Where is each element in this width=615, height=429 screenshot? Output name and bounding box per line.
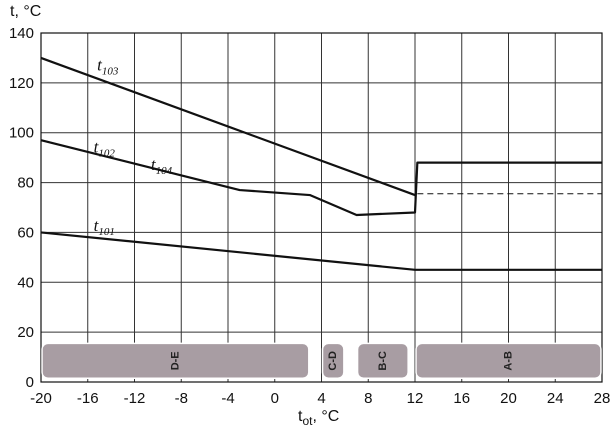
zone-label: B-C [377, 351, 389, 371]
plot-frame [40, 32, 603, 383]
series-label-t101: t101 [94, 216, 115, 238]
grid [40, 32, 603, 383]
x-tick-label: 0 [271, 390, 279, 407]
series-label-t102: t102 [94, 138, 116, 160]
x-tick-label: -16 [77, 390, 99, 407]
x-tick-label: -20 [30, 390, 52, 407]
zone-band [41, 342, 310, 380]
y-axis-title: t, °C [10, 3, 41, 20]
y-tick-label: 120 [9, 75, 34, 92]
x-tick-label: 4 [317, 390, 325, 407]
zone-label: D-E [169, 351, 181, 370]
y-tick-label: 20 [17, 324, 34, 341]
x-tick-label: 24 [547, 390, 564, 407]
zone-label: A-B [502, 351, 514, 371]
series-line-t103 [40, 56, 416, 197]
y-tick-label: 0 [26, 374, 34, 391]
x-tick-label: -8 [175, 390, 188, 407]
tick-labels: -20 -16 -12 -8 -4 0 4 8 12 16 20 24 28 0 20 40 60 80 100 12… [9, 25, 610, 407]
zones: D-E C-D B-C A-B [41, 342, 602, 380]
y-tick-label: 140 [9, 25, 34, 42]
zone-band [356, 342, 409, 380]
y-tick-label: 100 [9, 125, 34, 142]
series-label-t103: t103 [97, 55, 119, 77]
x-axis-title: tot, °C [298, 408, 339, 428]
x-tick-label: 16 [453, 390, 470, 407]
zone-label: C-D [327, 351, 339, 371]
zone-band [415, 342, 602, 380]
y-tick-label: 40 [17, 274, 34, 291]
series-line-t101 [40, 231, 602, 271]
x-tick-label: -4 [221, 390, 234, 407]
series-label-t104: t104 [151, 155, 173, 177]
x-tick-label: 8 [364, 390, 372, 407]
x-tick-label: -12 [124, 390, 146, 407]
y-tick-label: 60 [17, 224, 34, 241]
x-tick-label: 20 [500, 390, 517, 407]
y-tick-label: 80 [17, 175, 34, 192]
series-line-t102 [40, 139, 602, 217]
x-tick-label: 12 [407, 390, 424, 407]
x-tick-label: 28 [594, 390, 611, 407]
zone-band [321, 342, 345, 380]
